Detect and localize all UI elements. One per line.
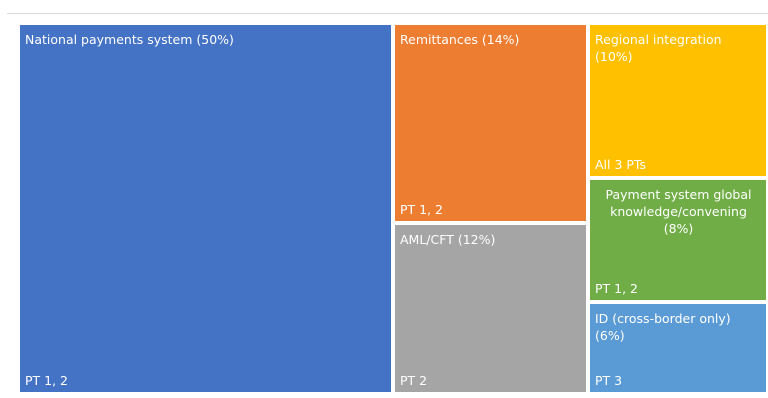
treemap-tile: National payments system (50%) PT 1, 2: [18, 23, 393, 394]
treemap-tile-label: AML/CFT (12%): [400, 232, 496, 247]
treemap-tile: Regional integration (10%) All 3 PTs: [588, 23, 768, 178]
treemap-tile-label: Remittances (14%): [400, 32, 520, 47]
treemap-tile: AML/CFT (12%) PT 2: [393, 223, 588, 394]
treemap-plot-area: National payments system (50%) PT 1, 2 Rem…: [18, 23, 768, 394]
treemap-tile: ID (cross-border only) (6%) PT 3: [588, 302, 768, 394]
treemap-tile: Remittances (14%) PT 1, 2: [393, 23, 588, 223]
treemap-tile-note: PT 1, 2: [25, 373, 68, 388]
treemap-tile-note: PT 2: [400, 373, 428, 388]
chart-border-line: [7, 13, 768, 14]
treemap-tile: Payment system global knowledge/convenin…: [588, 178, 768, 302]
treemap-tile-note: All 3 PTs: [595, 157, 647, 172]
treemap-tile-label: ID (cross-border only) (6%): [595, 311, 731, 343]
treemap-tile-label: National payments system (50%): [25, 32, 234, 47]
treemap-tile-note: PT 1, 2: [595, 281, 638, 296]
treemap-tile-label: Payment system global knowledge/convenin…: [605, 187, 752, 236]
treemap-tile-note: PT 3: [595, 373, 623, 388]
treemap-tile-label: Regional integration (10%): [595, 32, 722, 64]
treemap-tile-note: PT 1, 2: [400, 202, 443, 217]
